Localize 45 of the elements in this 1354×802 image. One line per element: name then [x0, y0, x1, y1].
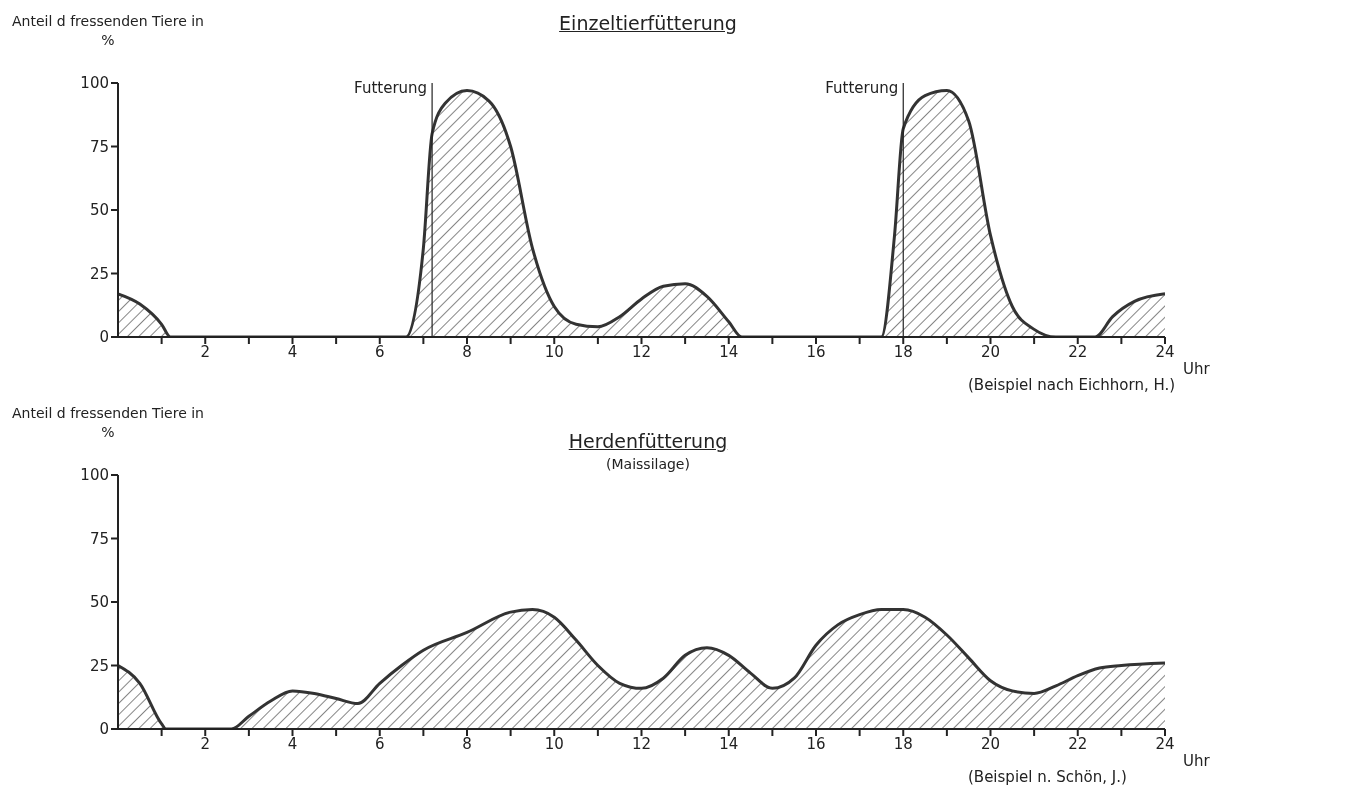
y-tick-label: 75 — [89, 137, 109, 156]
x-tick-label: 24 — [1155, 734, 1175, 753]
x-tick-label: 16 — [806, 342, 826, 361]
y-tick-label: 0 — [99, 720, 109, 739]
x-tick-label: 14 — [719, 342, 739, 361]
x-axis-title: Uhr — [1183, 360, 1211, 379]
x-tick-label: 16 — [806, 734, 826, 753]
y-tick-label: 100 — [80, 74, 109, 93]
text: (Beispiel n. Schön, J.) — [968, 768, 1127, 786]
x-tick-label: 20 — [980, 342, 1001, 361]
x-tick-label: 20 — [980, 734, 1001, 753]
x-axis-title: Uhr — [1183, 752, 1211, 771]
ref-line-label: Futterung — [825, 79, 899, 97]
x-tick-label: 22 — [1068, 342, 1088, 361]
x-tick-label: 24 — [1155, 342, 1175, 361]
y-tick-label: 25 — [89, 264, 109, 283]
x-tick-label: 8 — [462, 734, 472, 753]
y-tick-label: 100 — [80, 466, 109, 485]
chart-subtitle: (Maissilage) — [605, 456, 691, 472]
y-tick-label: 25 — [89, 656, 109, 675]
text: (Beispiel nach Eichhorn, H.) — [968, 376, 1176, 394]
x-tick-label: 8 — [462, 342, 472, 361]
x-tick-label: 14 — [719, 734, 739, 753]
x-tick-label: 12 — [631, 734, 652, 753]
x-tick-label: 6 — [374, 342, 385, 361]
ref-line-label: Futterung — [354, 79, 428, 97]
y-axis-title: Anteil d fressenden Tiere in % — [11, 404, 205, 442]
x-tick-label: 2 — [200, 342, 211, 361]
y-tick-label: 50 — [89, 201, 109, 220]
x-tick-label: 22 — [1068, 734, 1088, 753]
y-tick-label: 75 — [89, 529, 109, 548]
x-tick-label: 6 — [374, 734, 385, 753]
y-axis-title: Anteil d fressenden Tiere in % — [11, 12, 205, 50]
x-tick-label: 10 — [544, 734, 564, 753]
x-tick-label: 12 — [631, 342, 652, 361]
x-tick-label: 4 — [287, 734, 298, 753]
x-tick-label: 10 — [544, 342, 564, 361]
x-tick-label: 4 — [287, 342, 298, 361]
chart-title: Einzeltierfütterung — [558, 12, 738, 34]
chart-title: Herdenfütterung — [567, 430, 729, 452]
x-tick-label: 18 — [893, 342, 913, 361]
y-tick-label: 0 — [99, 328, 109, 347]
x-tick-label: 18 — [893, 734, 913, 753]
x-tick-label: 2 — [200, 734, 211, 753]
y-tick-label: 50 — [89, 593, 109, 612]
